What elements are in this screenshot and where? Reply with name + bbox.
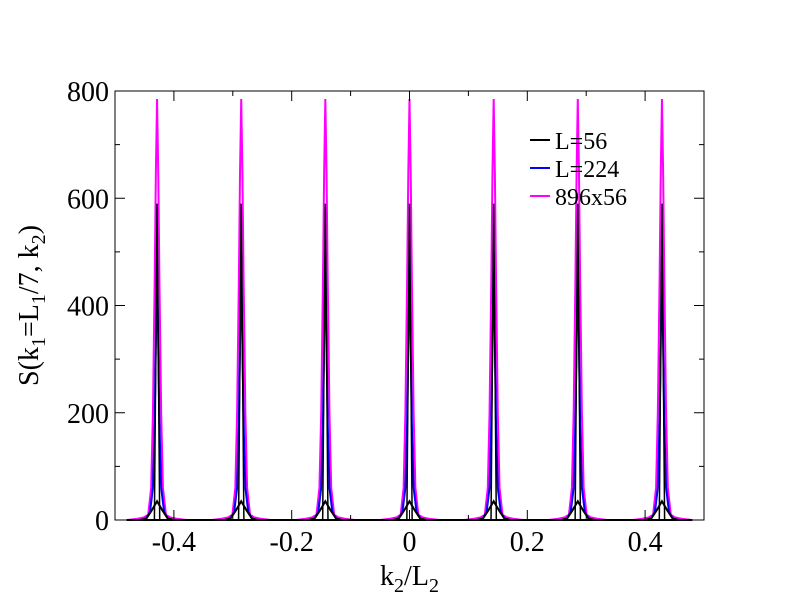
x-label-mid: /L xyxy=(404,561,429,592)
y-axis-label: S(k1=L1/7, k2) xyxy=(14,225,50,386)
y-label-sub1: 1 xyxy=(28,337,50,347)
x-tick-label: -0.4 xyxy=(152,527,196,558)
series-0-peak-4 xyxy=(476,499,511,521)
y-label-part2: =L xyxy=(14,304,45,337)
y-label-part3: /7, k xyxy=(14,244,45,294)
y-tick-label: 800 xyxy=(67,77,109,108)
series-0-spike-0 xyxy=(153,203,161,521)
y-tick-label: 400 xyxy=(67,292,109,323)
y-tick-label: 600 xyxy=(67,184,109,215)
series-0-peak-5 xyxy=(561,499,595,521)
y-tick-label: 0 xyxy=(95,506,109,537)
series-0-peak-1 xyxy=(224,499,258,521)
x-tick-label: 0 xyxy=(403,527,417,558)
series-0-spike-5 xyxy=(574,203,582,521)
legend-label-1: L=224 xyxy=(555,157,619,183)
x-label-sub1: 2 xyxy=(394,575,404,597)
x-axis-label: k2/L2 xyxy=(380,561,439,597)
x-tick-label: -0.2 xyxy=(270,527,314,558)
x-tick-label: 0.4 xyxy=(628,527,663,558)
y-label-sub2: 1 xyxy=(28,294,50,304)
y-axis-ticks: 0 200 400 600 800 xyxy=(67,77,704,537)
series-0-spike-2 xyxy=(321,203,329,521)
series-0-peak-2 xyxy=(308,499,343,521)
y-tick-label: 200 xyxy=(67,399,109,430)
series-0-spike-6 xyxy=(658,203,666,521)
y-label-part1: S(k xyxy=(14,347,45,386)
series-0-spike-3 xyxy=(406,203,413,521)
legend-label-0: L=56 xyxy=(555,129,607,155)
x-label-sub2: 2 xyxy=(429,575,439,597)
x-axis-ticks: -0.4 -0.2 0 0.2 0.4 xyxy=(114,91,705,558)
series-0-spike-1 xyxy=(237,203,245,521)
y-label-part4: ) xyxy=(14,225,45,234)
series-0-spike-4 xyxy=(490,203,498,521)
legend-label-2: 896x56 xyxy=(555,185,627,211)
series-0-peak-3 xyxy=(392,499,427,521)
series-0-peak-6 xyxy=(645,499,679,521)
y-label-sub3: 2 xyxy=(28,234,50,244)
series-0-peak-0 xyxy=(140,499,174,521)
x-tick-label: 0.2 xyxy=(510,527,545,558)
x-label-base: k xyxy=(380,561,394,592)
